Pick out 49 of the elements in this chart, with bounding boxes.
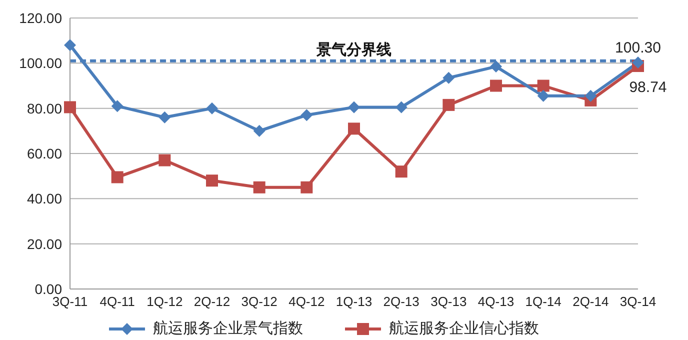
point bbox=[253, 181, 266, 194]
point bbox=[111, 100, 124, 112]
y-tick-label: 80.00 bbox=[26, 100, 62, 116]
x-tick-label: 1Q-14 bbox=[525, 294, 562, 310]
x-tick-label: 1Q-12 bbox=[146, 294, 183, 310]
point bbox=[632, 56, 644, 68]
point bbox=[395, 166, 408, 178]
data-label: 100.30 bbox=[615, 39, 661, 56]
x-tick-label: 4Q-11 bbox=[100, 294, 135, 310]
point bbox=[490, 80, 502, 92]
point bbox=[442, 98, 455, 111]
legend-label: 航运服务企业景气指数 bbox=[153, 319, 303, 338]
y-tick-label: 100.00 bbox=[19, 55, 62, 72]
point bbox=[253, 124, 266, 137]
point bbox=[64, 101, 76, 114]
point bbox=[442, 72, 455, 84]
point bbox=[158, 154, 171, 166]
y-tick-label: 120.00 bbox=[19, 10, 62, 26]
x-tick-label: 3Q-14 bbox=[620, 294, 656, 310]
point bbox=[300, 181, 313, 194]
point bbox=[158, 111, 171, 124]
point bbox=[64, 39, 76, 52]
point bbox=[490, 60, 502, 73]
y-tick-label: 20.00 bbox=[26, 236, 62, 252]
ref-line-label: 景气分界线 bbox=[316, 42, 392, 59]
point bbox=[537, 90, 550, 102]
x-tick-label: 4Q-12 bbox=[288, 294, 325, 310]
point bbox=[537, 80, 550, 92]
x-tick-label: 2Q-14 bbox=[572, 294, 609, 310]
x-tick-label: 4Q-13 bbox=[478, 294, 514, 310]
point bbox=[584, 90, 597, 102]
point bbox=[206, 102, 218, 114]
x-tick-label: 1Q-13 bbox=[336, 294, 372, 310]
point bbox=[395, 101, 408, 114]
point bbox=[111, 171, 124, 184]
y-tick-label: 40.00 bbox=[26, 190, 62, 207]
point bbox=[300, 109, 313, 122]
x-tick-label: 3Q-12 bbox=[241, 294, 278, 310]
y-tick-label: 60.00 bbox=[26, 145, 62, 162]
legend-label: 航运服务企业信心指数 bbox=[389, 319, 539, 338]
data-label: 98.74 bbox=[629, 79, 667, 96]
x-tick-label: 2Q-12 bbox=[194, 294, 230, 310]
y-tick-label: 0.00 bbox=[34, 280, 62, 297]
point bbox=[348, 122, 360, 135]
x-tick-label: 2Q-13 bbox=[383, 294, 420, 310]
x-tick-label: 3Q-13 bbox=[430, 294, 467, 310]
point bbox=[206, 174, 218, 187]
point bbox=[348, 101, 360, 114]
x-tick-label: 3Q-11 bbox=[52, 294, 88, 310]
